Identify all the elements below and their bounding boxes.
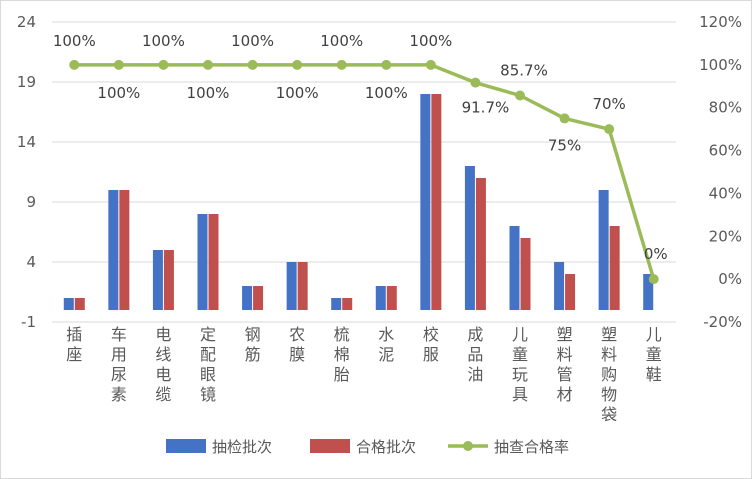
y-right-tick-label: 60% xyxy=(709,142,742,160)
data-label: 91.7% xyxy=(462,99,510,117)
pass-rate-marker xyxy=(648,274,659,285)
category-label: 梳棉胎 xyxy=(334,325,350,384)
bar-passed xyxy=(297,262,308,310)
category-label: 儿童玩具 xyxy=(512,325,528,404)
category-label: 儿童鞋 xyxy=(646,325,662,384)
y-left-tick-label: 24 xyxy=(17,13,36,31)
bar-inspected xyxy=(509,226,520,310)
data-label: 100% xyxy=(142,32,185,50)
pass-rate-marker xyxy=(69,59,80,70)
bar-passed xyxy=(119,190,130,310)
pass-rate-marker xyxy=(247,59,258,70)
pass-rate-marker xyxy=(381,59,392,70)
bar-passed xyxy=(609,226,620,310)
bar-passed xyxy=(253,286,264,310)
bar-inspected xyxy=(598,190,609,310)
y-right-tick-label: 0% xyxy=(718,270,742,288)
bar-passed xyxy=(342,298,353,310)
pass-rate-marker xyxy=(559,113,570,124)
bar-inspected xyxy=(242,286,253,310)
pass-rate-marker xyxy=(336,59,347,70)
y-left-tick-label: -1 xyxy=(21,313,36,331)
data-label: 0% xyxy=(644,245,668,263)
data-label: 100% xyxy=(276,84,319,102)
pass-rate-marker xyxy=(158,59,169,70)
y-left-tick-label: 9 xyxy=(26,193,36,211)
legend-label: 抽检批次 xyxy=(212,438,272,456)
pass-rate-marker xyxy=(425,59,436,70)
data-label: 70% xyxy=(592,95,625,113)
y-right-tick-label: 40% xyxy=(709,184,742,202)
data-label: 85.7% xyxy=(500,62,548,80)
category-label: 校服 xyxy=(423,325,439,364)
category-label: 塑料管材 xyxy=(557,325,573,404)
data-label: 100% xyxy=(187,84,230,102)
bar-inspected xyxy=(331,298,342,310)
bar-inspected xyxy=(464,166,475,310)
data-label: 100% xyxy=(97,84,140,102)
category-label: 电线电缆 xyxy=(155,325,171,404)
bar-inspected xyxy=(108,190,119,310)
legend-swatch xyxy=(166,439,206,453)
bar-passed xyxy=(163,250,174,310)
data-label: 75% xyxy=(548,136,581,154)
data-label: 100% xyxy=(409,32,452,50)
pass-rate-marker xyxy=(470,77,481,88)
category-label: 插座 xyxy=(66,325,82,364)
data-label: 100% xyxy=(365,84,408,102)
y-right-tick-label: 120% xyxy=(699,13,742,31)
pass-rate-marker xyxy=(292,59,303,70)
y-right-tick-label: -20% xyxy=(703,313,742,331)
data-label: 100% xyxy=(231,32,274,50)
data-label: 100% xyxy=(320,32,363,50)
pass-rate-marker xyxy=(203,59,213,70)
category-label: 农膜 xyxy=(289,325,305,364)
bar-passed xyxy=(74,298,85,310)
y-right-tick-label: 80% xyxy=(709,99,742,117)
bar-inspected xyxy=(554,262,565,310)
pass-rate-marker xyxy=(515,90,525,101)
bar-inspected xyxy=(197,214,208,310)
bar-inspected xyxy=(643,274,654,310)
y-right-tick-label: 20% xyxy=(709,227,742,245)
bar-inspected xyxy=(286,262,297,310)
bar-passed xyxy=(208,214,219,310)
category-label: 定配眼镜 xyxy=(200,325,216,404)
y-left-tick-label: 14 xyxy=(17,133,36,151)
legend-label: 抽查合格率 xyxy=(494,438,569,456)
bar-passed xyxy=(520,238,531,310)
pass-rate-marker xyxy=(604,124,615,135)
category-label: 水泥 xyxy=(378,325,394,364)
bar-passed xyxy=(565,274,576,310)
bar-inspected xyxy=(375,286,386,310)
bar-inspected xyxy=(152,250,163,310)
bar-passed xyxy=(431,94,442,310)
bar-passed xyxy=(386,286,397,310)
bar-inspected xyxy=(420,94,431,310)
bar-inspected xyxy=(63,298,74,310)
category-label: 塑料购物袋 xyxy=(601,325,617,424)
legend-marker xyxy=(463,441,473,451)
category-label: 成品油 xyxy=(467,325,483,384)
y-left-tick-label: 19 xyxy=(17,73,36,91)
y-left-tick-label: 4 xyxy=(26,253,36,271)
legend-label: 合格批次 xyxy=(356,438,416,456)
legend-swatch xyxy=(310,439,350,453)
pass-rate-line xyxy=(74,63,656,280)
pass-rate-marker xyxy=(113,59,124,70)
bar-passed xyxy=(475,178,486,310)
y-right-tick-label: 100% xyxy=(699,56,742,74)
category-label: 车用尿素 xyxy=(111,325,127,404)
category-label: 钢筋 xyxy=(245,325,261,364)
data-label: 100% xyxy=(53,32,96,50)
